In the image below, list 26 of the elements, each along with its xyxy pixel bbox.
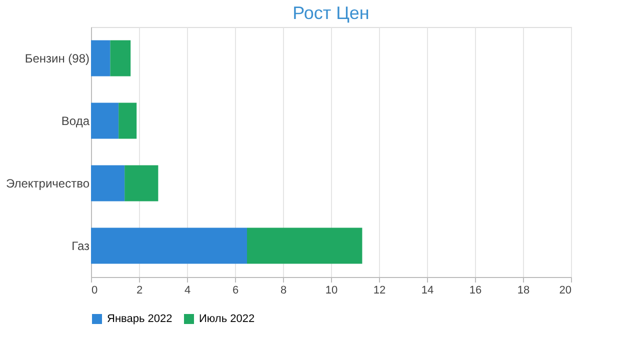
x-tick-label: 16 xyxy=(469,284,482,296)
x-tick-label: 10 xyxy=(325,284,338,296)
y-tick-label: Бензин (98) xyxy=(24,51,90,66)
legend-label: Январь 2022 xyxy=(107,313,172,325)
bar xyxy=(91,102,119,139)
x-tick-label: 8 xyxy=(280,284,287,296)
x-tick-label: 14 xyxy=(421,284,434,296)
bar xyxy=(118,102,137,139)
x-tick-label: 2 xyxy=(136,284,143,296)
x-tick-label: 0 xyxy=(92,284,98,296)
bar xyxy=(247,228,362,264)
bar xyxy=(91,228,247,264)
x-tick-label: 20 xyxy=(559,284,572,296)
y-tick-label: Вода xyxy=(61,114,90,128)
bar xyxy=(124,165,158,202)
bar xyxy=(91,40,110,76)
x-tick-label: 4 xyxy=(184,284,191,296)
bar xyxy=(110,40,131,76)
x-tick-label: 12 xyxy=(373,284,386,296)
x-tick-label: 18 xyxy=(517,284,530,296)
bar xyxy=(91,165,125,202)
legend-label: Июль 2022 xyxy=(199,313,255,325)
chart-title: Рост Цен xyxy=(292,3,370,23)
y-tick-label: Газ xyxy=(72,238,90,253)
y-tick-label: Электричество xyxy=(6,176,90,190)
x-tick-label: 6 xyxy=(232,284,239,296)
